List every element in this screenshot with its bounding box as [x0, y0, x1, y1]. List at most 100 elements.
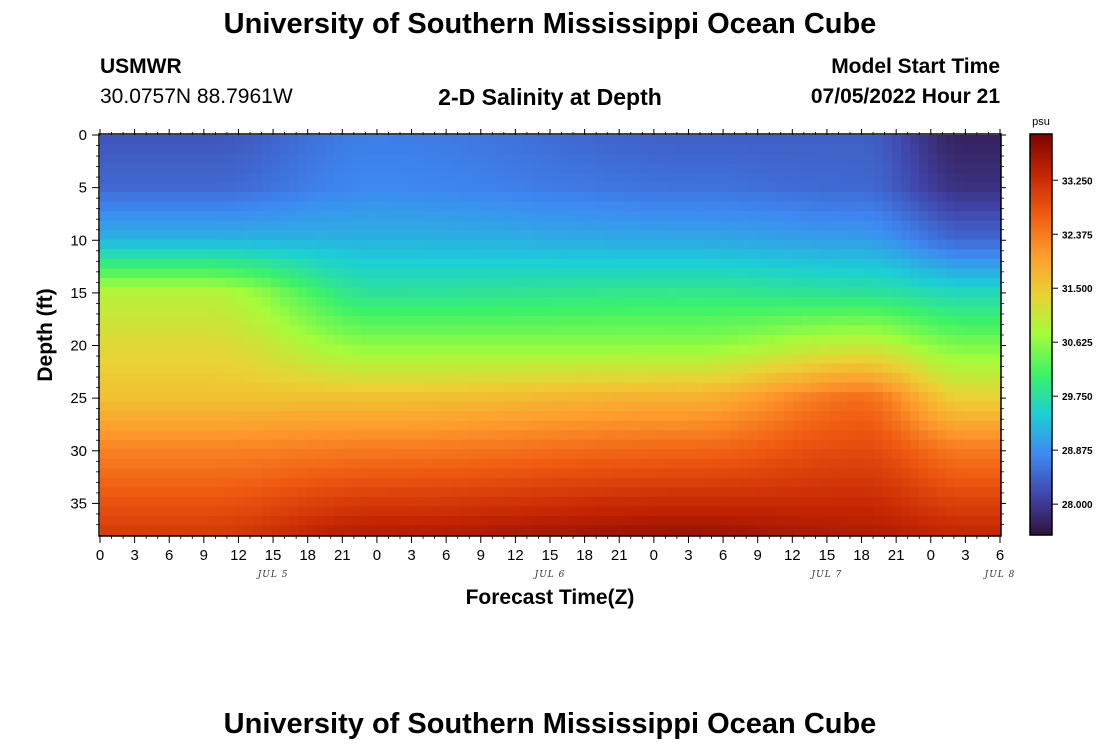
heatmap-cell: [235, 249, 245, 260]
x-tick-label: 9: [477, 547, 485, 564]
heatmap-cell: [586, 220, 596, 231]
heatmap-cell: [802, 487, 812, 498]
heatmap-cell: [181, 335, 191, 346]
heatmap-cell: [433, 211, 443, 222]
heatmap-cell: [469, 306, 479, 317]
heatmap-cell: [172, 144, 182, 155]
heatmap-cell: [829, 373, 839, 384]
heatmap-cell: [622, 458, 632, 469]
heatmap-cell: [550, 277, 560, 288]
heatmap-cell: [379, 487, 389, 498]
heatmap-cell: [172, 335, 182, 346]
x-tick-label: 12: [230, 547, 247, 564]
heatmap-cell: [964, 487, 974, 498]
heatmap-cell: [487, 477, 497, 488]
heatmap-cell: [244, 468, 254, 479]
x-tick-label: 0: [373, 547, 381, 564]
heatmap-cell: [694, 515, 704, 527]
heatmap-cell: [280, 144, 290, 155]
heatmap-cell: [100, 182, 110, 193]
heatmap-cell: [100, 420, 110, 431]
heatmap-cell: [397, 515, 407, 527]
heatmap-cell: [478, 525, 488, 536]
heatmap-cell: [820, 325, 830, 336]
heatmap-cell: [388, 468, 398, 479]
heatmap-cell: [550, 154, 560, 165]
heatmap-cell: [451, 220, 461, 231]
heatmap-cell: [505, 315, 515, 327]
heatmap-cell: [316, 173, 326, 184]
heatmap-cell: [397, 325, 407, 336]
heatmap-cell: [442, 239, 452, 250]
heatmap-cell: [370, 439, 380, 450]
heatmap-cell: [334, 382, 344, 393]
heatmap-cell: [586, 211, 596, 222]
heatmap-cell: [100, 211, 110, 222]
heatmap-cell: [235, 182, 245, 193]
heatmap-cell: [658, 239, 668, 250]
heatmap-cell: [667, 325, 677, 336]
heatmap-cell: [685, 354, 695, 365]
heatmap-cell: [424, 392, 434, 403]
heatmap-cell: [676, 392, 686, 403]
heatmap-cell: [190, 230, 200, 241]
heatmap-cell: [712, 315, 722, 327]
heatmap-cell: [748, 458, 758, 469]
heatmap-cell: [991, 315, 1001, 327]
heatmap-cell: [370, 411, 380, 422]
heatmap-cell: [730, 249, 740, 260]
heatmap-cell: [874, 287, 884, 298]
heatmap-cell: [163, 144, 173, 155]
heatmap-cell: [469, 439, 479, 450]
heatmap-cell: [451, 315, 461, 327]
heatmap-cell: [433, 382, 443, 393]
heatmap-cell: [523, 287, 533, 298]
heatmap-cell: [217, 277, 227, 288]
heatmap-cell: [640, 287, 650, 298]
heatmap-cell: [505, 192, 515, 203]
heatmap-cell: [316, 277, 326, 288]
heatmap-cell: [730, 506, 740, 517]
heatmap-cell: [775, 373, 785, 384]
heatmap-cell: [577, 515, 587, 527]
heatmap-cell: [775, 239, 785, 250]
heatmap-cell: [406, 287, 416, 298]
heatmap-cell: [721, 306, 731, 317]
heatmap-cell: [991, 173, 1001, 184]
heatmap-cell: [442, 268, 452, 279]
heatmap-cell: [595, 315, 605, 327]
heatmap-cell: [658, 515, 668, 527]
heatmap-cell: [667, 458, 677, 469]
heatmap-cell: [253, 135, 263, 146]
heatmap-cell: [334, 249, 344, 260]
heatmap-cell: [343, 525, 353, 536]
heatmap-cell: [514, 192, 524, 203]
heatmap-cell: [217, 515, 227, 527]
heatmap-cell: [613, 401, 623, 412]
heatmap-cell: [298, 306, 308, 317]
heatmap-cell: [757, 477, 767, 488]
heatmap-cell: [388, 154, 398, 165]
heatmap-cell: [649, 363, 659, 374]
heatmap-cell: [640, 354, 650, 365]
heatmap-cell: [604, 249, 614, 260]
heatmap-cell: [352, 392, 362, 403]
heatmap-cell: [775, 363, 785, 374]
heatmap-cell: [514, 258, 524, 269]
heatmap-cell: [109, 230, 119, 241]
heatmap-cell: [649, 382, 659, 393]
heatmap-cell: [856, 449, 866, 460]
heatmap-cell: [964, 515, 974, 527]
heatmap-cell: [397, 335, 407, 346]
heatmap-cell: [145, 439, 155, 450]
heatmap-cell: [127, 411, 137, 422]
heatmap-cell: [334, 401, 344, 412]
heatmap-cell: [235, 154, 245, 165]
heatmap-cell: [640, 335, 650, 346]
heatmap-cell: [226, 144, 236, 155]
heatmap-cell: [217, 154, 227, 165]
heatmap-cell: [334, 144, 344, 155]
heatmap-cell: [586, 344, 596, 355]
heatmap-cell: [973, 154, 983, 165]
heatmap-cell: [973, 373, 983, 384]
